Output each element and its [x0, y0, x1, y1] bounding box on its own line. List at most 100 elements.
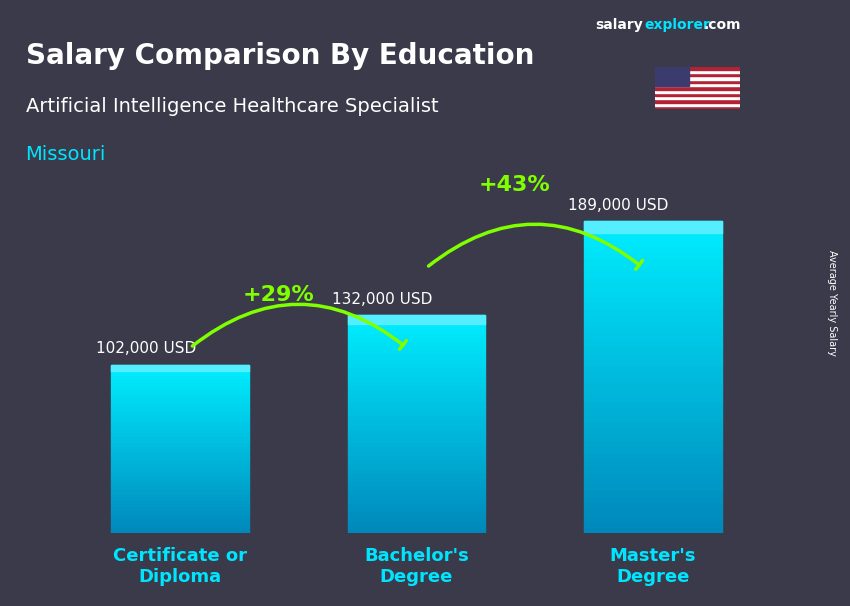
- Bar: [111, 516, 249, 520]
- Bar: [584, 408, 722, 415]
- Bar: [348, 507, 485, 511]
- Bar: [348, 328, 485, 333]
- Bar: [111, 405, 249, 408]
- Bar: [348, 402, 485, 407]
- Bar: [654, 102, 740, 106]
- Bar: [348, 511, 485, 516]
- Bar: [654, 70, 740, 73]
- Text: 189,000 USD: 189,000 USD: [568, 198, 668, 213]
- Bar: [654, 106, 740, 109]
- Bar: [111, 382, 249, 385]
- Bar: [348, 367, 485, 372]
- Bar: [348, 438, 485, 442]
- Bar: [584, 421, 722, 427]
- Bar: [111, 527, 249, 530]
- Bar: [111, 425, 249, 429]
- Bar: [584, 465, 722, 471]
- Bar: [348, 394, 485, 398]
- Bar: [348, 315, 485, 324]
- Bar: [111, 473, 249, 476]
- Bar: [111, 520, 249, 523]
- Bar: [111, 530, 249, 533]
- Bar: [584, 384, 722, 390]
- Bar: [111, 513, 249, 516]
- Bar: [348, 420, 485, 424]
- Bar: [584, 321, 722, 327]
- Bar: [654, 99, 740, 102]
- Bar: [584, 458, 722, 465]
- Bar: [348, 424, 485, 428]
- Bar: [111, 402, 249, 405]
- Bar: [584, 471, 722, 477]
- Bar: [584, 346, 722, 352]
- Bar: [654, 96, 740, 99]
- Bar: [348, 345, 485, 350]
- Bar: [348, 468, 485, 472]
- Bar: [654, 73, 740, 76]
- Bar: [111, 499, 249, 503]
- Bar: [348, 454, 485, 459]
- Bar: [348, 341, 485, 345]
- Bar: [111, 371, 249, 375]
- Bar: [584, 402, 722, 408]
- Bar: [348, 520, 485, 525]
- Bar: [654, 80, 740, 83]
- Bar: [584, 521, 722, 527]
- Bar: [348, 372, 485, 376]
- Bar: [348, 490, 485, 494]
- Bar: [348, 381, 485, 385]
- Bar: [584, 221, 722, 233]
- Bar: [654, 86, 740, 90]
- Bar: [348, 529, 485, 533]
- Bar: [111, 456, 249, 459]
- Bar: [348, 494, 485, 498]
- Bar: [584, 227, 722, 233]
- Bar: [584, 308, 722, 315]
- Text: 102,000 USD: 102,000 USD: [96, 341, 196, 356]
- Bar: [654, 67, 688, 86]
- Bar: [584, 477, 722, 484]
- Text: .com: .com: [704, 18, 741, 32]
- Bar: [584, 265, 722, 271]
- Bar: [111, 432, 249, 436]
- Bar: [584, 439, 722, 446]
- Bar: [584, 415, 722, 421]
- Bar: [348, 324, 485, 328]
- Bar: [111, 496, 249, 499]
- Bar: [111, 375, 249, 378]
- Text: salary: salary: [595, 18, 643, 32]
- Bar: [111, 479, 249, 483]
- Bar: [111, 442, 249, 445]
- Bar: [584, 315, 722, 321]
- Bar: [348, 407, 485, 411]
- Bar: [584, 377, 722, 384]
- Bar: [111, 422, 249, 425]
- Text: Salary Comparison By Education: Salary Comparison By Education: [26, 42, 534, 70]
- Text: +29%: +29%: [243, 285, 314, 305]
- Bar: [111, 385, 249, 388]
- Bar: [111, 415, 249, 419]
- Bar: [584, 284, 722, 290]
- Bar: [654, 67, 740, 70]
- Bar: [348, 476, 485, 481]
- Bar: [584, 371, 722, 377]
- Bar: [584, 352, 722, 358]
- Bar: [584, 233, 722, 239]
- Bar: [348, 411, 485, 416]
- Bar: [111, 469, 249, 473]
- Bar: [584, 484, 722, 490]
- Bar: [584, 427, 722, 433]
- Bar: [584, 333, 722, 339]
- Bar: [584, 239, 722, 246]
- Bar: [111, 459, 249, 462]
- Bar: [584, 365, 722, 371]
- Bar: [111, 483, 249, 486]
- Bar: [111, 506, 249, 510]
- Bar: [111, 493, 249, 496]
- Bar: [348, 359, 485, 363]
- Bar: [348, 389, 485, 394]
- Bar: [584, 258, 722, 265]
- Bar: [111, 391, 249, 395]
- Bar: [111, 398, 249, 402]
- Bar: [584, 396, 722, 402]
